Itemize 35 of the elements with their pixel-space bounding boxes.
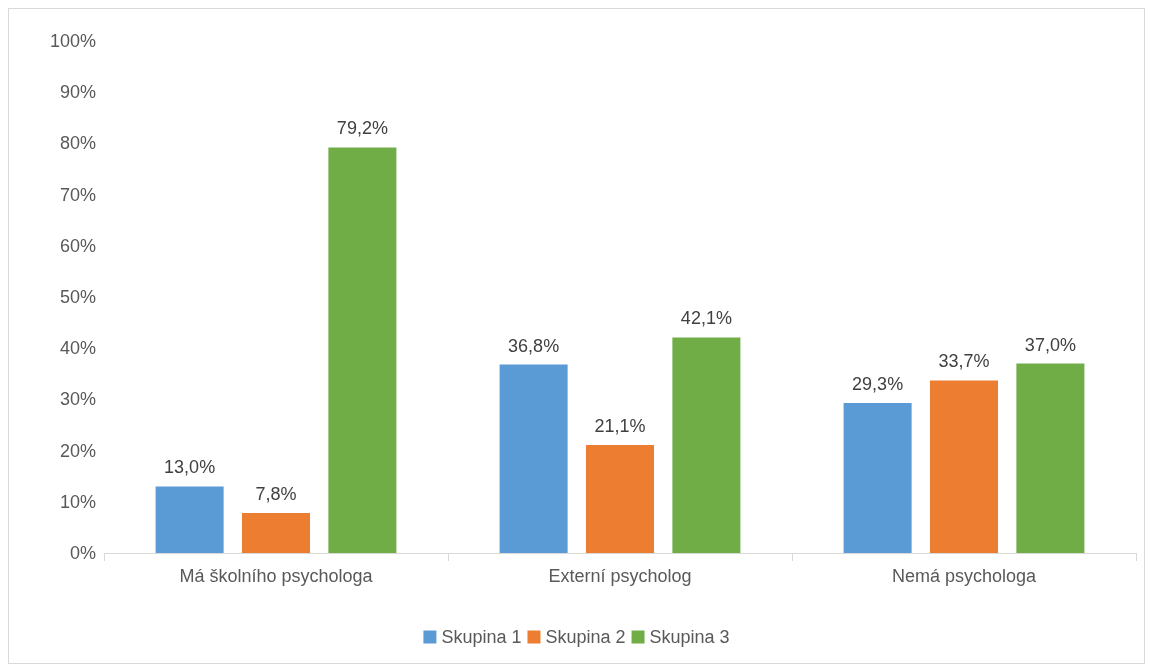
bar [328, 147, 397, 553]
bar [672, 337, 741, 553]
y-tick-label: 10% [59, 491, 96, 512]
x-tick-label: Externí psycholog [548, 566, 692, 586]
bar [155, 486, 224, 553]
data-label: 37,0% [1024, 334, 1076, 355]
data-label: 36,8% [508, 335, 560, 356]
y-tick-label: 90% [59, 82, 96, 103]
legend-label: Skupina 2 [545, 627, 626, 647]
data-label: 21,1% [594, 415, 646, 436]
x-tick-label: Nemá psychologa [891, 566, 1038, 586]
legend-label: Skupina 1 [441, 627, 522, 647]
y-tick-label: 80% [59, 133, 96, 154]
data-label: 29,3% [852, 373, 904, 394]
bar [241, 513, 311, 553]
data-label: 42,1% [680, 308, 732, 329]
bar [499, 364, 568, 553]
y-tick-label: 0% [69, 543, 96, 563]
bar [585, 444, 655, 553]
bar [843, 402, 912, 553]
y-tick-label: 20% [59, 440, 96, 461]
legend-label: Skupina 3 [649, 627, 730, 647]
data-label: 33,7% [938, 351, 990, 372]
data-label: 79,2% [336, 118, 388, 139]
y-tick-label: 70% [59, 184, 96, 205]
y-tick-label: 30% [59, 389, 96, 410]
y-tick-label: 40% [59, 338, 96, 359]
data-label: 7,8% [255, 484, 297, 505]
bar [1016, 363, 1085, 553]
y-tick-label: 50% [59, 287, 96, 307]
x-tick-label: Má školního psychologa [179, 566, 374, 586]
y-tick-label: 60% [59, 235, 96, 256]
bar [929, 380, 999, 553]
y-tick-label: 100% [49, 31, 96, 51]
data-label: 13,0% [164, 457, 216, 478]
